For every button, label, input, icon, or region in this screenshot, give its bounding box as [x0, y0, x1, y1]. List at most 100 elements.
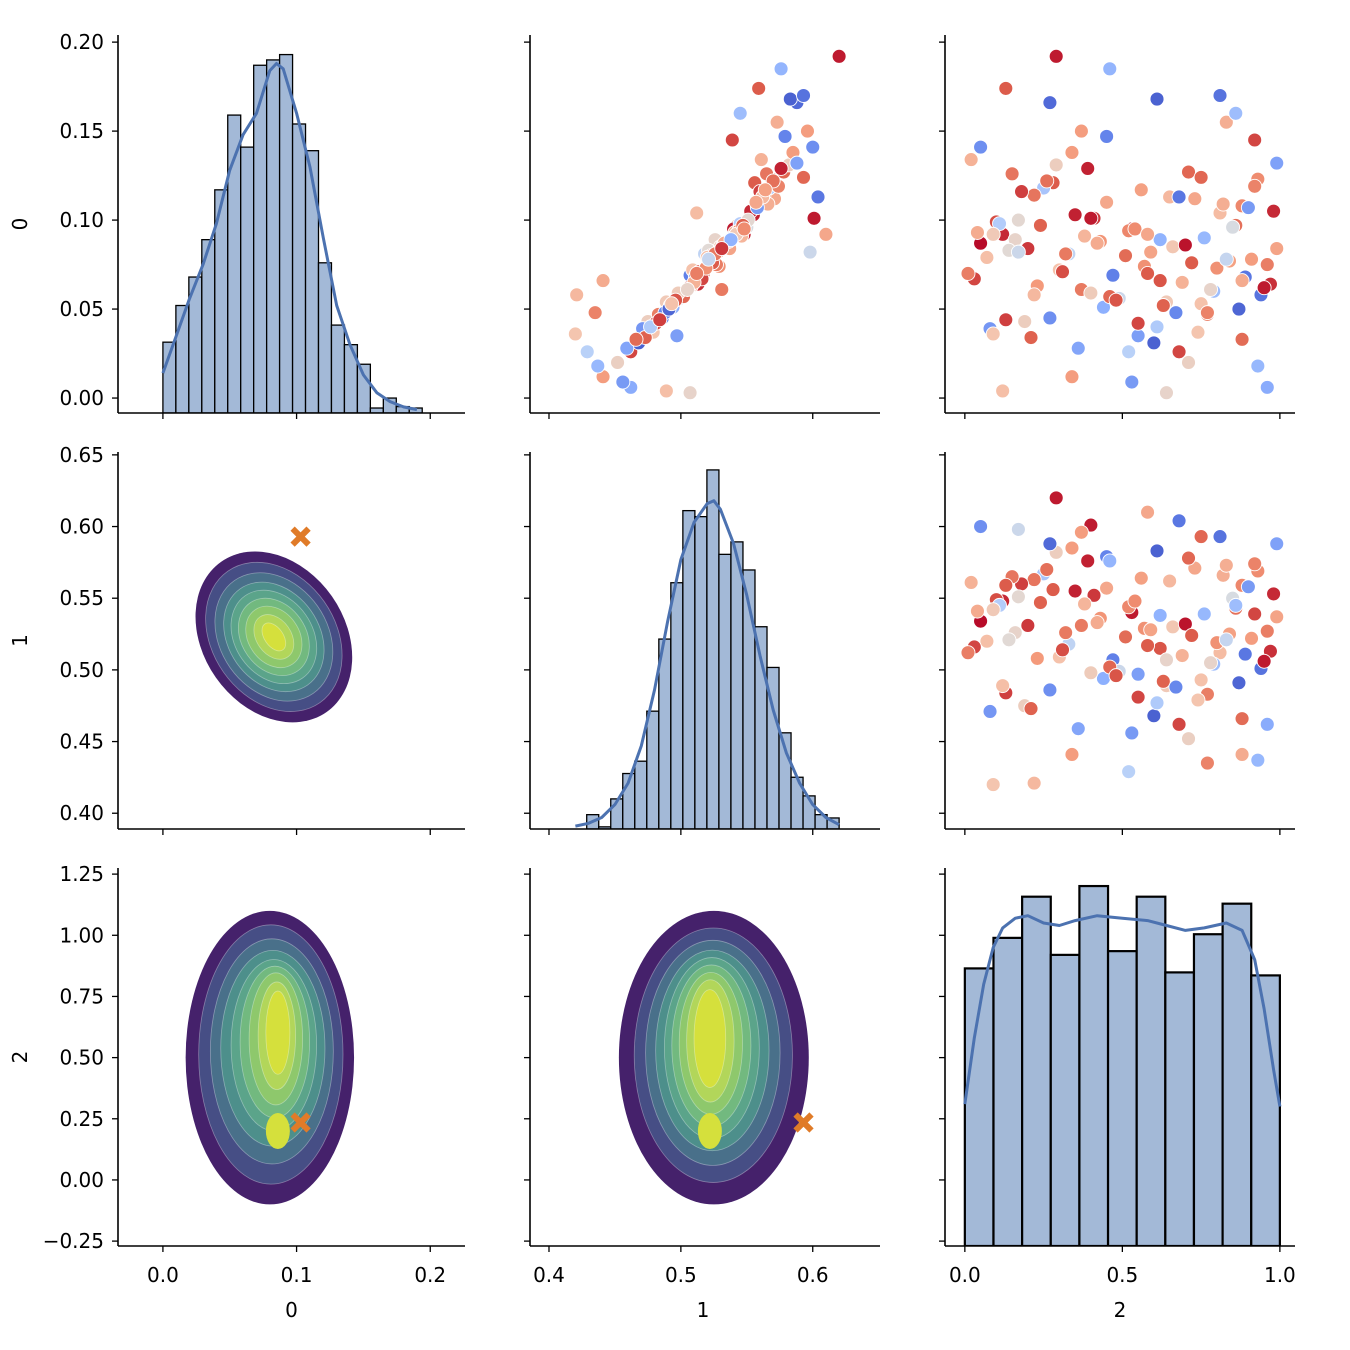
scatter-point [1159, 385, 1174, 401]
scatter-point [982, 704, 998, 719]
scatter-point [1269, 609, 1285, 625]
x-axis-label: 2 [1114, 1298, 1127, 1322]
scatter-point [1215, 196, 1231, 212]
scatter-point [1190, 692, 1206, 708]
scatter-point [1203, 655, 1219, 671]
scatter-point [1237, 646, 1253, 662]
scatter-point [1149, 91, 1165, 107]
scatter-point [1218, 557, 1234, 573]
scatter-point [1218, 632, 1234, 648]
scatter-point [1143, 622, 1159, 638]
x-tick-label: 0.0 [147, 1263, 179, 1287]
x-tick-label: 1.0 [1264, 1263, 1296, 1287]
scatter-point [595, 273, 611, 289]
scatter-point [1247, 556, 1263, 572]
scatter-point [732, 105, 748, 121]
histogram-bar [1021, 895, 1052, 1246]
scatter-point [1121, 764, 1137, 780]
scatter-point [590, 358, 606, 374]
scatter-point [1228, 597, 1244, 613]
scatter-point [1102, 61, 1118, 77]
kde-secondary-peak [265, 1113, 290, 1150]
x-tick-label: 0.5 [1106, 1263, 1138, 1287]
scatter-point [1102, 553, 1118, 569]
scatter-point [669, 328, 685, 344]
scatter-point [1048, 490, 1064, 506]
scatter-point [1146, 708, 1162, 724]
scatter-point [1130, 689, 1146, 705]
scatter-point [1039, 173, 1055, 189]
scatter-point [1231, 301, 1247, 317]
y-tick-label: 0.45 [59, 730, 104, 754]
scatter-point [1143, 244, 1159, 260]
scatter-point [985, 777, 1001, 793]
histogram-bar [291, 123, 307, 413]
panel-2-1: 0.4 0.5 0.6 1 [524, 868, 880, 1322]
scatter-point [1058, 246, 1074, 262]
scatter-point [680, 282, 695, 297]
scatter-point [777, 128, 793, 144]
scatter-point [1105, 267, 1121, 283]
scatter-point [1247, 606, 1263, 622]
scatter-point [1234, 273, 1250, 289]
y-axis-label: 0 [8, 218, 32, 231]
scatter-point [1064, 369, 1080, 385]
scatter-point [1089, 235, 1105, 251]
scatter-point [810, 189, 826, 205]
scatter-point [1010, 589, 1026, 605]
scatter-point [1089, 615, 1105, 631]
scatter-point [796, 169, 811, 185]
x-tick-label: 0.4 [533, 1263, 565, 1287]
scatter-point [973, 519, 989, 534]
scatter-point [1067, 583, 1083, 599]
histogram-bar [682, 509, 696, 829]
scatter-point [569, 287, 585, 303]
scatter-point [1184, 628, 1200, 643]
scatter-point [998, 312, 1014, 328]
kde-contour-level [693, 989, 727, 1088]
scatter-point [973, 139, 989, 155]
scatter-point [1168, 679, 1184, 695]
scatter-point [1247, 132, 1263, 148]
scatter-point [1020, 617, 1036, 633]
plot-area [161, 53, 423, 413]
scatter-point [1017, 314, 1033, 329]
scatter-point [1165, 619, 1181, 635]
scatter-point [1124, 725, 1140, 741]
scatter-point [802, 244, 818, 260]
histogram-bar [718, 553, 732, 829]
scatter-point [969, 603, 985, 619]
scatter-point [1133, 570, 1149, 586]
scatter-point [1193, 529, 1209, 545]
scatter-point [1181, 550, 1196, 566]
scatter-point [1067, 207, 1083, 223]
scatter-point [1108, 292, 1124, 308]
histogram-bar [240, 146, 255, 413]
scatter-point [1055, 642, 1070, 658]
scatter-point [1259, 716, 1275, 732]
x-tick-label: 0.1 [281, 1263, 313, 1287]
scatter-point [1171, 513, 1187, 529]
scatter-point [1077, 596, 1093, 612]
y-tick-label: 0.25 [59, 1107, 104, 1131]
scatter-point [800, 123, 815, 139]
scatter-point [1244, 630, 1259, 646]
histogram-bar [670, 582, 684, 829]
scatter-point [985, 226, 1001, 242]
plot-area [963, 884, 1282, 1246]
scatter-point [1083, 210, 1099, 226]
scatter-point [1127, 221, 1143, 237]
scatter-point [1023, 701, 1039, 717]
scatter-point [1004, 166, 1020, 182]
scatter-point [1209, 260, 1225, 276]
scatter-point [773, 61, 789, 77]
scatter-point [1026, 187, 1042, 203]
histogram-bar [265, 59, 281, 413]
scatter-point [714, 241, 730, 257]
y-axis-label: 2 [8, 1051, 32, 1064]
scatter-point [1064, 540, 1080, 556]
scatter-point [1010, 212, 1026, 228]
histogram-bar [730, 541, 744, 829]
x-tick-label: 0.2 [414, 1263, 446, 1287]
